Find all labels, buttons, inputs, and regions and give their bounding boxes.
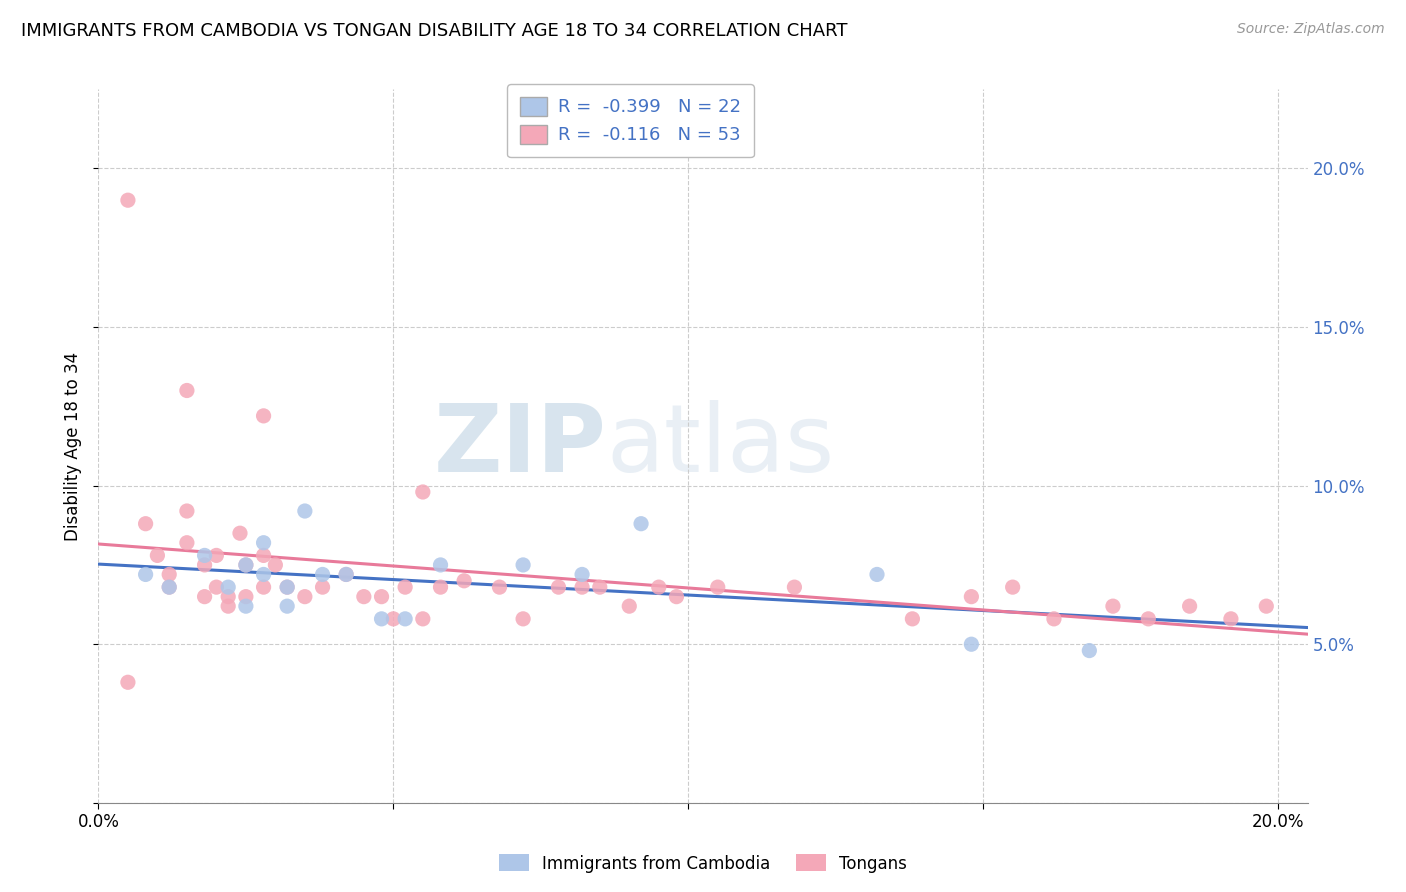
Point (235, 558, 257, 572)
Point (135, 567, 157, 582)
Point (412, 612, 434, 626)
Point (571, 567, 593, 582)
Point (488, 580, 510, 594)
Point (157, 567, 180, 582)
Point (901, 612, 924, 626)
Point (294, 504, 316, 518)
Point (194, 590, 217, 604)
Point (117, 193, 139, 207)
Point (135, 516, 157, 531)
Point (394, 612, 416, 626)
Point (157, 580, 180, 594)
Point (1178, 599, 1201, 614)
Point (217, 599, 239, 614)
Point (252, 580, 274, 594)
Point (335, 567, 357, 582)
Point (382, 612, 405, 626)
Point (176, 535, 198, 549)
Text: IMMIGRANTS FROM CAMBODIA VS TONGAN DISABILITY AGE 18 TO 34 CORRELATION CHART: IMMIGRANTS FROM CAMBODIA VS TONGAN DISAB… (21, 22, 848, 40)
Point (235, 599, 257, 614)
Point (353, 590, 375, 604)
Point (194, 549, 217, 563)
Point (1001, 580, 1024, 594)
Point (217, 590, 239, 604)
Point (311, 580, 333, 594)
Point (429, 580, 451, 594)
Point (412, 485, 434, 500)
Point (1256, 599, 1278, 614)
Point (235, 558, 257, 572)
Point (229, 526, 252, 541)
Point (1043, 612, 1066, 626)
Point (429, 558, 451, 572)
Point (194, 558, 217, 572)
Point (276, 580, 298, 594)
Point (176, 384, 198, 398)
Point (252, 549, 274, 563)
Point (205, 580, 228, 594)
Point (276, 599, 298, 614)
Legend: Immigrants from Cambodia, Tongans: Immigrants from Cambodia, Tongans (492, 847, 914, 880)
Point (512, 558, 534, 572)
Point (176, 504, 198, 518)
Point (1078, 643, 1101, 657)
Point (370, 612, 392, 626)
Point (512, 612, 534, 626)
Text: atlas: atlas (606, 400, 835, 492)
Point (589, 580, 612, 594)
Point (146, 549, 169, 563)
Point (1102, 599, 1125, 614)
Point (547, 580, 569, 594)
Point (252, 409, 274, 423)
Point (1137, 612, 1160, 626)
Point (665, 590, 688, 604)
Point (252, 535, 274, 549)
Text: Source: ZipAtlas.com: Source: ZipAtlas.com (1237, 22, 1385, 37)
Y-axis label: Disability Age 18 to 34: Disability Age 18 to 34 (65, 351, 83, 541)
Point (264, 558, 287, 572)
Point (157, 580, 180, 594)
Point (960, 590, 983, 604)
Point (235, 590, 257, 604)
Point (252, 567, 274, 582)
Point (571, 580, 593, 594)
Point (217, 580, 239, 594)
Point (783, 580, 806, 594)
Point (453, 574, 475, 588)
Point (117, 675, 139, 690)
Point (866, 567, 889, 582)
Point (276, 580, 298, 594)
Point (630, 516, 652, 531)
Point (311, 567, 333, 582)
Point (619, 599, 641, 614)
Legend: R =  -0.399   N = 22, R =  -0.116   N = 53: R = -0.399 N = 22, R = -0.116 N = 53 (508, 84, 754, 157)
Point (648, 580, 671, 594)
Point (294, 590, 316, 604)
Text: ZIP: ZIP (433, 400, 606, 492)
Point (1219, 612, 1241, 626)
Point (960, 637, 983, 651)
Point (205, 549, 228, 563)
Point (706, 580, 728, 594)
Point (335, 567, 357, 582)
Point (394, 580, 416, 594)
Point (370, 590, 392, 604)
